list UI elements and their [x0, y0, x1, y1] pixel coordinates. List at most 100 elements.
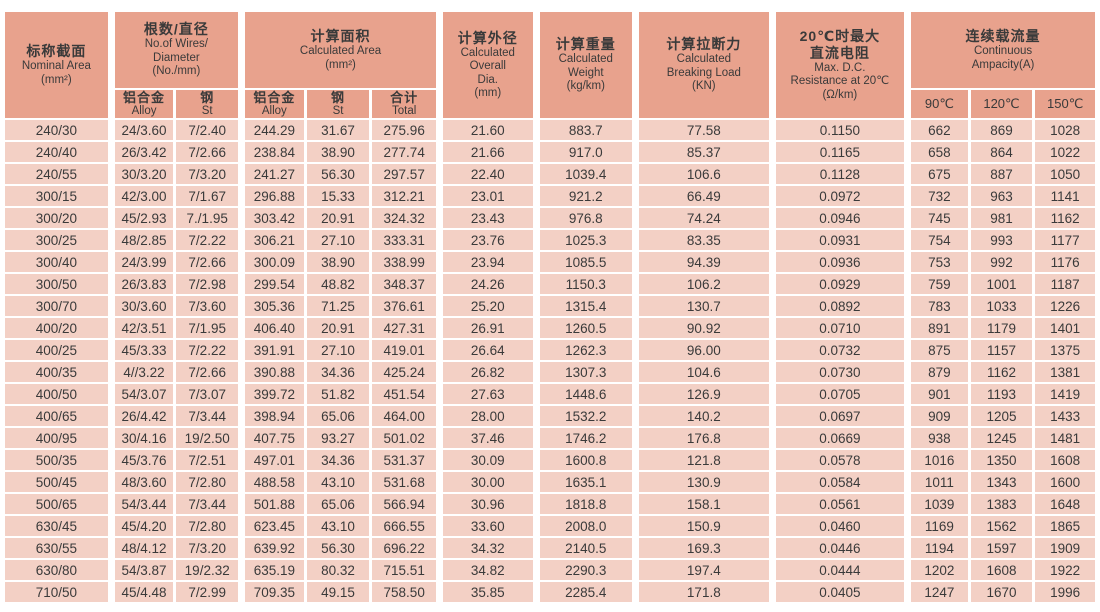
cell-wires-steel: 7/2.66 [176, 142, 239, 162]
cell-wires-steel: 7/3.44 [176, 494, 239, 514]
cell-ampacity-120: 1193 [970, 384, 1033, 404]
cell-area-alloy: 238.84 [241, 142, 304, 162]
cell-breaking-load: 77.58 [635, 120, 769, 140]
cell-area-steel: 65.06 [306, 494, 370, 514]
cell-weight: 1746.2 [535, 428, 633, 448]
table-row: 300/20 45/2.93 7./1.95 303.42 20.91 324.… [5, 208, 1095, 228]
cell-ampacity-150: 1608 [1035, 450, 1095, 470]
cell-ampacity-90: 909 [907, 406, 968, 426]
subheader-wires-steel: 钢 St [176, 90, 239, 118]
cell-nominal-area: 300/25 [5, 230, 108, 250]
cell-weight: 1315.4 [535, 296, 633, 316]
cell-wires-steel: 7/3.60 [176, 296, 239, 316]
cell-nominal-area: 500/45 [5, 472, 108, 492]
cell-wires-steel: 7/2.51 [176, 450, 239, 470]
cell-area-total: 312.21 [372, 186, 437, 206]
cell-wires-steel: 7/3.20 [176, 164, 239, 184]
cell-wires-alloy: 26/3.83 [110, 274, 174, 294]
cell-ampacity-90: 662 [907, 120, 968, 140]
header-breaking-load: 计算拉断力 Calculated Breaking Load (KN) [635, 12, 769, 118]
cell-nominal-area: 300/70 [5, 296, 108, 316]
cell-area-steel: 20.91 [306, 318, 370, 338]
cell-ampacity-120: 992 [970, 252, 1033, 272]
cell-area-alloy: 399.72 [241, 384, 304, 404]
subheader-area-steel-en: St [332, 105, 344, 117]
cell-overall-dia: 24.26 [439, 274, 533, 294]
cell-ampacity-120: 1179 [970, 318, 1033, 338]
table-row: 400/65 26/4.42 7/3.44 398.94 65.06 464.0… [5, 406, 1095, 426]
cell-weight: 1448.6 [535, 384, 633, 404]
cell-ampacity-150: 1419 [1035, 384, 1095, 404]
header-wires-en2: Diameter [153, 51, 200, 64]
table-row: 630/45 45/4.20 7/2.80 623.45 43.10 666.5… [5, 516, 1095, 536]
header-weight-unit: (kg/km) [566, 80, 605, 93]
cell-resistance: 0.1150 [771, 120, 905, 140]
cell-breaking-load: 158.1 [635, 494, 769, 514]
table-row: 630/80 54/3.87 19/2.32 635.19 80.32 715.… [5, 560, 1095, 580]
subheader-ampacity-90: 90℃ [907, 90, 968, 118]
cell-breaking-load: 90.92 [635, 318, 769, 338]
cell-area-alloy: 623.45 [241, 516, 304, 536]
header-ampacity-en1: Continuous [973, 45, 1033, 57]
cell-wires-steel: 7/2.66 [176, 252, 239, 272]
header-breaking-load-en2: Breaking Load [666, 66, 741, 79]
cell-area-total: 277.74 [372, 142, 437, 162]
table-header: 标称截面 Nominal Area (mm²) 根数/直径 No.of Wire… [5, 12, 1095, 118]
cell-ampacity-120: 1562 [970, 516, 1033, 536]
cell-wires-alloy: 4//3.22 [110, 362, 174, 382]
table-body: 240/30 24/3.60 7/2.40 244.29 31.67 275.9… [5, 120, 1095, 602]
cell-ampacity-150: 1600 [1035, 472, 1095, 492]
header-weight: 计算重量 Calculated Weight (kg/km) [535, 12, 633, 118]
header-weight-en2: Weight [567, 66, 604, 79]
cell-resistance: 0.0936 [771, 252, 905, 272]
cell-ampacity-90: 732 [907, 186, 968, 206]
header-wires-zh: 根数/直径 [143, 21, 209, 38]
cell-ampacity-90: 745 [907, 208, 968, 228]
table-row: 630/55 48/4.12 7/3.20 639.92 56.30 696.2… [5, 538, 1095, 558]
cell-ampacity-120: 993 [970, 230, 1033, 250]
cell-weight: 2008.0 [535, 516, 633, 536]
cell-wires-alloy: 48/2.85 [110, 230, 174, 250]
header-ampacity-zh: 连续载流量 [965, 28, 1041, 44]
cell-overall-dia: 27.63 [439, 384, 533, 404]
table-row: 400/95 30/4.16 19/2.50 407.75 93.27 501.… [5, 428, 1095, 448]
cell-breaking-load: 74.24 [635, 208, 769, 228]
cell-ampacity-150: 1865 [1035, 516, 1095, 536]
cell-area-steel: 38.90 [306, 252, 370, 272]
cell-area-steel: 27.10 [306, 230, 370, 250]
cell-area-steel: 43.10 [306, 472, 370, 492]
cell-area-steel: 48.82 [306, 274, 370, 294]
cell-resistance: 0.0710 [771, 318, 905, 338]
cell-ampacity-150: 1481 [1035, 428, 1095, 448]
cell-overall-dia: 25.20 [439, 296, 533, 316]
table-row: 500/45 48/3.60 7/2.80 488.58 43.10 531.6… [5, 472, 1095, 492]
cell-overall-dia: 37.46 [439, 428, 533, 448]
cell-nominal-area: 240/55 [5, 164, 108, 184]
cell-wires-alloy: 48/3.60 [110, 472, 174, 492]
header-dc-resistance-en2: Resistance at 20℃ [790, 75, 890, 88]
cell-wires-alloy: 24/3.60 [110, 120, 174, 140]
cell-area-alloy: 391.91 [241, 340, 304, 360]
cell-area-steel: 49.15 [306, 582, 370, 602]
cell-ampacity-150: 1176 [1035, 252, 1095, 272]
cell-ampacity-120: 1205 [970, 406, 1033, 426]
cell-area-steel: 20.91 [306, 208, 370, 228]
header-dc-resistance: 20℃时最大 直流电阻 Max. D.C. Resistance at 20℃ … [771, 12, 905, 118]
cell-weight: 917.0 [535, 142, 633, 162]
cell-nominal-area: 240/30 [5, 120, 108, 140]
cell-weight: 2290.3 [535, 560, 633, 580]
cell-overall-dia: 35.85 [439, 582, 533, 602]
cell-area-steel: 80.32 [306, 560, 370, 580]
cell-breaking-load: 130.9 [635, 472, 769, 492]
cell-wires-alloy: 30/4.16 [110, 428, 174, 448]
cell-wires-alloy: 42/3.00 [110, 186, 174, 206]
cell-area-total: 333.31 [372, 230, 437, 250]
cell-area-total: 758.50 [372, 582, 437, 602]
cell-weight: 1532.2 [535, 406, 633, 426]
cell-resistance: 0.0705 [771, 384, 905, 404]
cell-ampacity-120: 981 [970, 208, 1033, 228]
cell-weight: 1818.8 [535, 494, 633, 514]
cell-wires-steel: 19/2.32 [176, 560, 239, 580]
cell-wires-alloy: 42/3.51 [110, 318, 174, 338]
cell-nominal-area: 710/50 [5, 582, 108, 602]
